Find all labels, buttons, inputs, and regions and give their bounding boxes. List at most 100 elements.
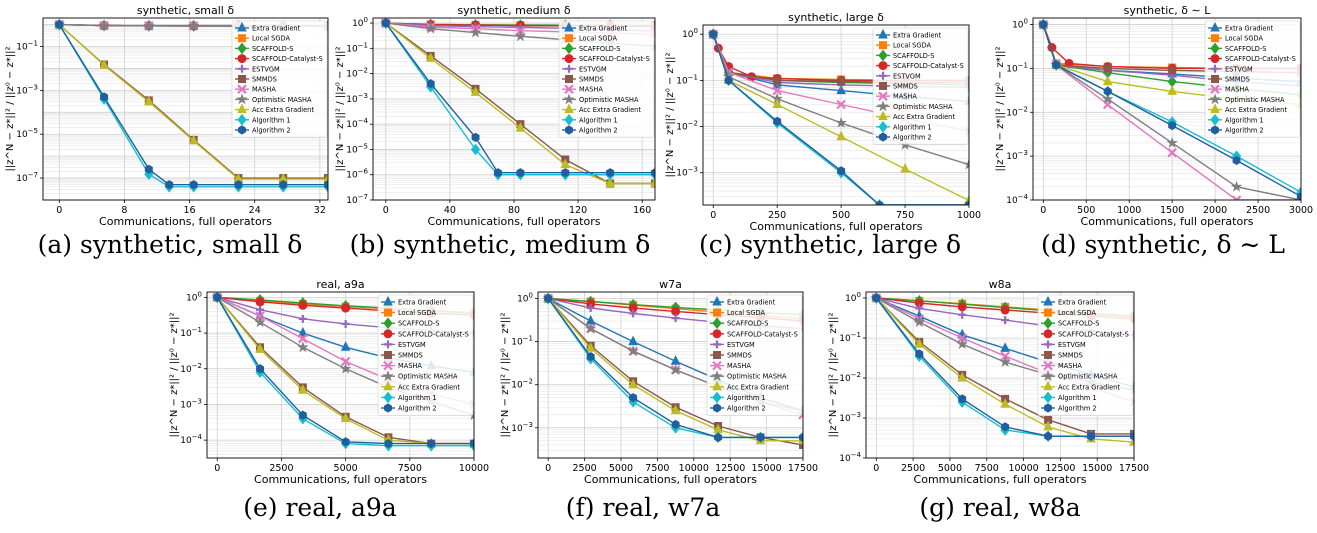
chart-title: w8a bbox=[989, 278, 1012, 291]
x-tick-label: 12500 bbox=[1045, 463, 1075, 474]
data-point bbox=[957, 333, 967, 343]
x-tick-label: 250 bbox=[768, 210, 786, 221]
legend-marker bbox=[1210, 42, 1220, 55]
x-tick-label: 2000 bbox=[1203, 205, 1227, 216]
data-point bbox=[1232, 155, 1241, 165]
legend-marker bbox=[384, 308, 392, 317]
chart-title: synthetic, small δ bbox=[137, 4, 234, 17]
data-point bbox=[915, 349, 924, 359]
legend: Extra Gradient Local SGDA SCAFFOLD-S SCAFFO… bbox=[1037, 294, 1134, 416]
legend-label: SMMDS bbox=[252, 76, 277, 84]
data-point bbox=[1043, 420, 1053, 431]
data-point bbox=[671, 314, 680, 323]
data-point bbox=[709, 29, 718, 39]
legend-label: SMMDS bbox=[727, 352, 752, 360]
legend-label: MASHA bbox=[579, 86, 603, 94]
data-point bbox=[629, 393, 638, 403]
data-point bbox=[100, 92, 109, 102]
data-point bbox=[756, 432, 765, 442]
x-tick-label: 10000 bbox=[679, 463, 709, 474]
data-point bbox=[470, 439, 474, 449]
data-point bbox=[340, 356, 351, 367]
data-point bbox=[144, 95, 154, 106]
data-point bbox=[958, 310, 967, 319]
data-point bbox=[1102, 75, 1113, 86]
legend-label: SCAFFOLD-S bbox=[398, 320, 439, 328]
data-point bbox=[340, 412, 351, 423]
legend-label: Algorithm 2 bbox=[727, 405, 766, 413]
data-point bbox=[55, 20, 64, 30]
legend-marker bbox=[1211, 75, 1219, 83]
legend-marker bbox=[879, 82, 887, 90]
legend-marker bbox=[237, 84, 247, 94]
y-tick-label: 10−6 bbox=[346, 168, 368, 181]
legend-label: SCAFFOLD-S bbox=[727, 320, 768, 328]
y-axis-label: ||z^N − z*||² / ||z⁰ − z*||² bbox=[500, 312, 511, 437]
legend-label: Acc Extra Gradient bbox=[1058, 383, 1120, 391]
y-tick-label: 10−4 bbox=[346, 117, 368, 130]
legend-label: SCAFFOLD-S bbox=[579, 45, 620, 53]
data-point bbox=[772, 98, 782, 109]
legend-marker bbox=[879, 71, 887, 80]
x-tick-label: 7500 bbox=[398, 463, 422, 474]
x-tick-label: 5000 bbox=[334, 463, 358, 474]
legend-label: Algorithm 2 bbox=[579, 127, 618, 135]
legend-box bbox=[231, 20, 328, 138]
data-point bbox=[651, 168, 655, 178]
x-tick-label: 7500 bbox=[645, 463, 669, 474]
legend-label: SMMDS bbox=[579, 76, 604, 84]
legend-marker bbox=[712, 380, 722, 391]
data-point bbox=[98, 19, 110, 31]
legend-marker bbox=[237, 113, 247, 126]
legend-marker bbox=[712, 329, 722, 339]
data-point bbox=[1166, 136, 1178, 148]
x-axis-label: Communications, full operators bbox=[584, 473, 757, 486]
legend-marker bbox=[1211, 64, 1219, 73]
legend-label: SCAFFOLD-S bbox=[252, 45, 293, 53]
data-point bbox=[628, 378, 638, 389]
legend-label: SCAFFOLD-Catalyst-S bbox=[727, 330, 798, 338]
legend-label: Extra Gradient bbox=[252, 25, 301, 33]
data-point bbox=[297, 341, 309, 353]
legend-label: SCAFFOLD-Catalyst-S bbox=[1225, 55, 1296, 63]
data-point bbox=[99, 59, 109, 69]
legend-label: Algorithm 2 bbox=[398, 405, 437, 413]
legend-marker bbox=[1043, 295, 1053, 306]
data-point bbox=[494, 168, 502, 178]
legend-marker bbox=[564, 21, 574, 32]
x-tick-label: 24 bbox=[249, 205, 261, 216]
legend-label: Algorithm 2 bbox=[1058, 405, 1097, 413]
legend-box bbox=[377, 294, 474, 416]
legend-marker bbox=[383, 380, 393, 391]
data-point bbox=[1000, 305, 1010, 315]
legend-label: SMMDS bbox=[893, 83, 918, 91]
data-point bbox=[213, 292, 222, 302]
data-point bbox=[963, 158, 969, 170]
legend-label: SMMDS bbox=[1058, 352, 1083, 360]
panel-4: 0 2500 5000 7500 10000 100 10−1 10−2 10−3 10−4 Ext… bbox=[169, 278, 489, 522]
series-line-optimistic-masha bbox=[712, 33, 969, 166]
legend-marker bbox=[877, 100, 889, 112]
caption: (g) real, w8a bbox=[919, 493, 1080, 522]
x-axis-label: Communications, full operators bbox=[254, 473, 427, 486]
data-point bbox=[1231, 195, 1242, 200]
legend-marker bbox=[1043, 329, 1053, 339]
legend-label: Algorithm 2 bbox=[893, 134, 932, 142]
legend-label: SCAFFOLD-Catalyst-S bbox=[579, 55, 650, 63]
series-line-algorithm-2 bbox=[1042, 24, 1301, 198]
panel-2: 0 250 500 750 1000 100 10−1 10−2 10−3 Extra Gradi… bbox=[665, 11, 981, 259]
data-point bbox=[469, 26, 482, 38]
legend-marker bbox=[564, 113, 574, 126]
series-line-algorithm-1 bbox=[385, 22, 655, 176]
data-point bbox=[1102, 93, 1114, 104]
legend-label: Algorithm 1 bbox=[252, 116, 291, 124]
legend-label: Acc Extra Gradient bbox=[252, 106, 314, 114]
legend-label: ESTVGM bbox=[893, 72, 921, 80]
legend-label: Extra Gradient bbox=[579, 25, 628, 33]
panel-6: 0 2500 5000 7500 10000 12500 15000 17500 100 10−1… bbox=[828, 278, 1149, 522]
legend-label: Local SGDA bbox=[893, 42, 931, 50]
data-point bbox=[956, 338, 968, 350]
legend-marker bbox=[238, 125, 246, 135]
series-line-algorithm-2 bbox=[58, 24, 328, 186]
y-tick-label: 10−3 bbox=[839, 411, 861, 424]
